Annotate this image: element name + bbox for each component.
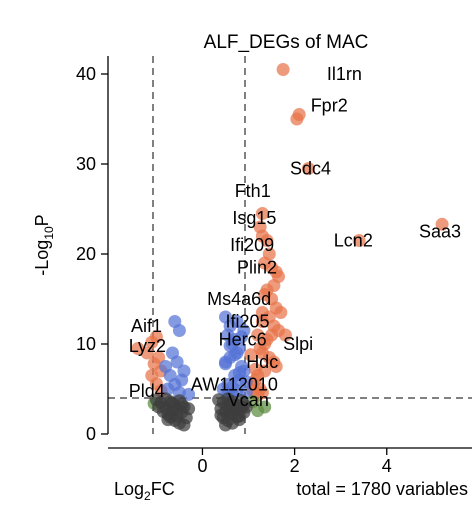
point-p-only: [161, 382, 175, 396]
point-p-only: [182, 387, 196, 401]
y-tick-label: 40: [76, 64, 96, 84]
point-up-sig: [251, 328, 265, 342]
point-p-only: [219, 357, 232, 371]
gene-label: Ifi205: [226, 312, 270, 332]
point-ns: [161, 413, 175, 427]
gene-label: Fpr2: [311, 96, 348, 116]
gene-label: Pld4: [129, 381, 165, 401]
total-variables-caption: total = 1780 variables: [296, 479, 468, 499]
x-tick-label: 2: [290, 456, 300, 476]
gene-label: Ms4a6d: [207, 289, 271, 309]
y-tick-label: 10: [76, 334, 96, 354]
point-p-only: [232, 366, 246, 380]
x-axis-label: Log2FC: [114, 479, 175, 503]
gene-label: Plin2: [237, 258, 277, 278]
data-points: [131, 63, 449, 432]
point-ns: [237, 397, 251, 411]
gene-label: Lcn2: [334, 231, 373, 251]
y-tick-label: 30: [76, 154, 96, 174]
point-up-sig: [145, 335, 159, 349]
point-up-sig: [255, 207, 269, 220]
gene-label: Il1rn: [327, 64, 362, 84]
gene-label: Aif1: [131, 316, 162, 336]
point-p-only: [235, 330, 249, 344]
point-up-sig: [276, 63, 290, 76]
y-tick-label: 0: [86, 424, 96, 444]
point-up-sig: [244, 348, 258, 362]
gene-label: Saa3: [419, 222, 461, 242]
point-ns: [177, 418, 191, 432]
point-fc-only: [251, 404, 265, 418]
y-axis-label: -Log10P: [32, 214, 56, 275]
point-up-sig: [274, 306, 288, 319]
x-tick-label: 0: [197, 456, 207, 476]
y-ticks: 0 10 20 30 40: [76, 64, 108, 444]
gene-label: Vcan: [228, 390, 269, 410]
gene-label: Slpi: [283, 334, 313, 354]
x-ticks: 0 2 4: [197, 448, 392, 476]
point-p-only: [228, 348, 242, 362]
point-up-sig: [140, 346, 154, 360]
point-p-only: [230, 315, 244, 328]
gene-label: Herc6: [219, 330, 267, 350]
point-up-sig: [255, 306, 269, 319]
point-ns: [175, 397, 189, 411]
point-ns: [219, 418, 232, 432]
point-ns: [225, 406, 239, 420]
point-p-only: [170, 355, 184, 369]
point-up-sig: [269, 360, 283, 373]
point-up-sig: [352, 234, 366, 247]
point-p-only: [159, 360, 173, 373]
y-tick-label: 20: [76, 244, 96, 264]
point-up-sig: [290, 112, 304, 126]
point-up-sig: [278, 328, 292, 342]
gene-label: Isg15: [232, 208, 276, 228]
point-up-sig: [301, 162, 315, 175]
gene-label: Ifi209: [230, 235, 274, 255]
point-up-sig: [260, 234, 274, 247]
point-up-sig: [248, 362, 262, 376]
gene-label: Sdc4: [290, 159, 331, 179]
x-tick-label: 4: [382, 456, 392, 476]
gene-label: Lyz2: [129, 336, 166, 356]
gene-label: Hdc: [246, 352, 278, 372]
gene-label: AW112010: [191, 375, 278, 395]
point-up-sig: [435, 217, 449, 231]
point-p-only: [239, 375, 253, 389]
point-up-sig: [255, 315, 269, 328]
point-p-only: [175, 373, 189, 387]
chart-title: ALF_DEGs of MAC: [204, 32, 369, 53]
point-p-only: [172, 324, 186, 337]
gene-label: Fth1: [235, 181, 271, 201]
point-ns: [214, 408, 228, 422]
gene-labels: Il1rn Fpr2 Sdc4 Fth1 Isg15 Lcn2 Saa3 Ifi209 Plin…: [129, 64, 461, 410]
